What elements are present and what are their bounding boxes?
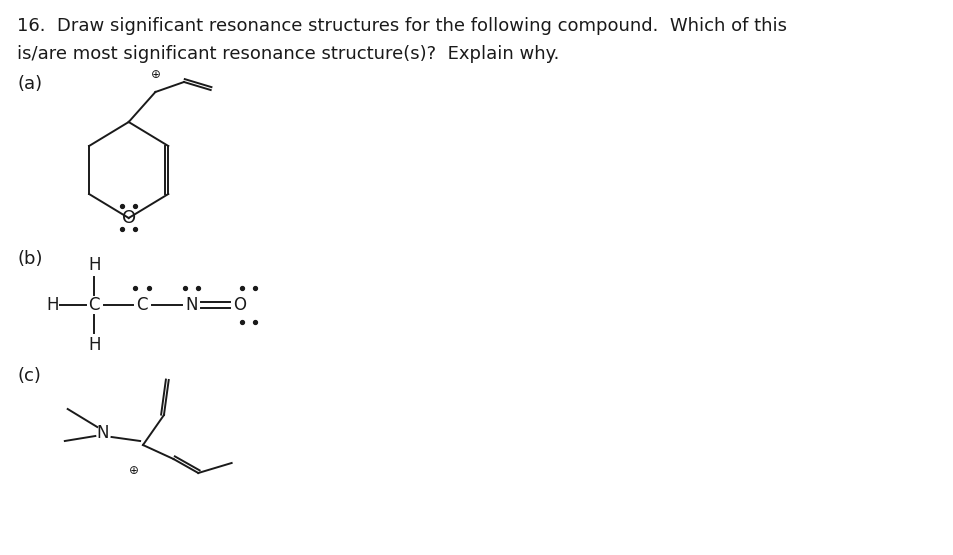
Text: (c): (c) [17,367,41,385]
Text: N: N [185,296,197,314]
Text: is/are most significant resonance structure(s)?  Explain why.: is/are most significant resonance struct… [17,45,559,63]
Text: ⊕: ⊕ [129,463,138,477]
Text: 16.  Draw significant resonance structures for the following compound.  Which of: 16. Draw significant resonance structure… [17,17,786,35]
Text: C: C [89,296,100,314]
Text: H: H [88,336,100,354]
Text: (a): (a) [17,75,42,93]
Text: O: O [121,209,135,227]
Text: H: H [46,296,59,314]
Text: H: H [88,256,100,274]
Text: C: C [136,296,148,314]
Text: ⊕: ⊕ [151,68,160,82]
Text: (b): (b) [17,250,43,268]
Text: N: N [96,424,109,442]
Text: O: O [233,296,246,314]
